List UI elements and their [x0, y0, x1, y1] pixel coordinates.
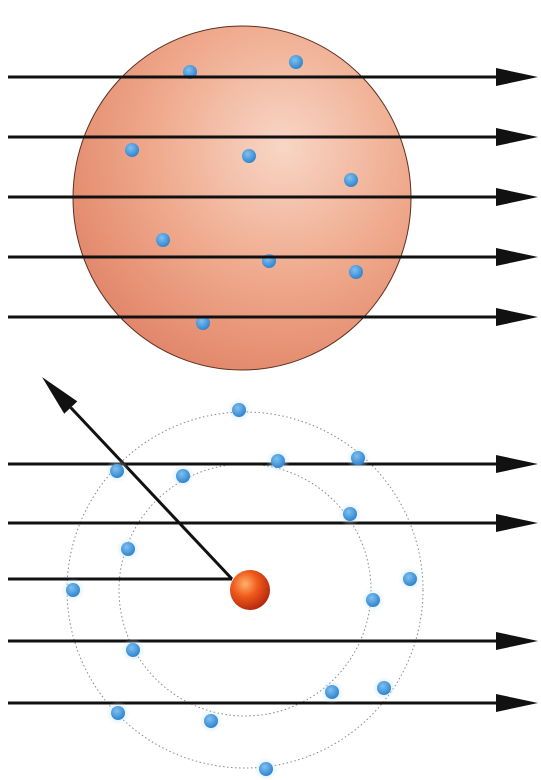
alpha-beam: [8, 694, 538, 712]
plum-pudding-model: [8, 25, 538, 371]
alpha-beam: [8, 128, 538, 146]
electron: [121, 638, 145, 662]
electron: [349, 265, 363, 279]
electron: [242, 149, 256, 163]
nuclear-model: [8, 377, 538, 780]
electron: [372, 676, 396, 700]
electron: [171, 464, 195, 488]
alpha-beam: [8, 248, 538, 266]
nucleus: [230, 570, 270, 610]
electron: [61, 578, 85, 602]
electron: [105, 459, 129, 483]
top-alpha-beams: [8, 68, 538, 326]
alpha-beam: [8, 632, 538, 650]
alpha-beam: [8, 514, 538, 532]
deflection-arrow: [42, 377, 234, 581]
electron: [320, 680, 344, 704]
electron: [254, 757, 278, 780]
electron: [398, 567, 422, 591]
electron: [156, 233, 170, 247]
electron: [199, 709, 223, 733]
alpha-beam: [8, 68, 538, 86]
alpha-beam: [8, 188, 538, 206]
electron: [361, 588, 385, 612]
electron: [125, 143, 139, 157]
electron: [106, 701, 130, 725]
electron: [344, 173, 358, 187]
electron: [289, 55, 303, 69]
electron: [196, 316, 210, 330]
orbiting-electrons: [61, 398, 422, 780]
outer-orbit: [66, 411, 424, 769]
electron: [346, 446, 370, 470]
electron: [266, 449, 290, 473]
electron: [116, 537, 140, 561]
deflected-alpha-beam: [8, 377, 234, 581]
bottom-alpha-beams: [8, 377, 538, 712]
alpha-beam: [8, 308, 538, 326]
alpha-beam: [8, 455, 538, 473]
electron: [227, 398, 251, 422]
electron: [338, 502, 362, 526]
